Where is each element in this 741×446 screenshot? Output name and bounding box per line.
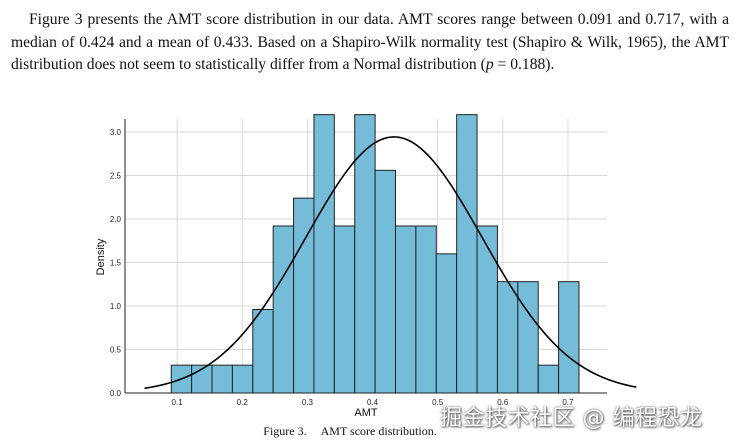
histogram-bar — [435, 253, 458, 394]
histogram-bar — [395, 225, 417, 394]
y-tick-label: 0.0 — [110, 389, 122, 398]
histogram-bar — [496, 281, 519, 394]
x-tick-label: 0.2 — [237, 398, 249, 407]
body-paragraph: Figure 3 presents the AMT score distribu… — [11, 9, 729, 77]
x-tick-label: 0.6 — [497, 398, 509, 407]
histogram-bar — [456, 114, 478, 394]
histogram-bar — [517, 281, 539, 394]
histogram-bar — [272, 225, 295, 394]
histogram-bar — [415, 225, 437, 394]
normal-curve-line — [144, 136, 637, 390]
histogram-bar — [537, 364, 560, 394]
caption-label: Figure 3. — [263, 424, 307, 438]
paragraph-text-before: Figure 3 presents the AMT score distribu… — [11, 11, 729, 73]
watermark: 掘金技术社区 @ 编程恐龙 — [440, 406, 703, 431]
histogram-bar — [231, 364, 254, 394]
caption-text: AMT score distribution. — [320, 424, 437, 438]
y-tick-label: 3.0 — [110, 128, 122, 137]
histogram-bar — [313, 114, 335, 394]
paragraph-text-after: = 0.188). — [493, 56, 555, 73]
histogram-bar — [333, 225, 356, 394]
x-tick-label: 0.3 — [302, 398, 314, 407]
figure-caption: Figure 3. AMT score distribution. — [0, 424, 700, 439]
histogram-bar — [558, 281, 580, 394]
x-tick-label: 0.4 — [367, 398, 379, 407]
histogram-bar — [476, 225, 498, 394]
x-axis-label: AMT — [354, 407, 378, 419]
tick-labels: 0.1 0.2 0.3 0.4 0.5 0.6 0.7 0.0 0.5 1.0 1.5 2.0 2.5 3… — [110, 128, 574, 407]
histogram-bars — [170, 114, 580, 394]
y-tick-label: 0.5 — [110, 346, 122, 355]
p-symbol: p — [485, 56, 494, 73]
axes — [124, 119, 607, 394]
y-tick-label: 1.0 — [110, 302, 122, 311]
x-tick-label: 0.7 — [562, 398, 574, 407]
y-tick-label: 1.5 — [110, 259, 122, 268]
y-tick-label: 2.0 — [110, 215, 122, 224]
x-tick-label: 0.5 — [432, 398, 444, 407]
histogram-bar — [252, 308, 274, 394]
histogram-bar — [374, 169, 397, 394]
normal-curve-group — [144, 136, 637, 390]
y-axis-label: Density — [95, 238, 107, 275]
y-tick-label: 2.5 — [110, 172, 122, 181]
histogram-bar — [354, 114, 376, 394]
x-tick-label: 0.1 — [172, 398, 184, 407]
histogram-bar — [211, 364, 233, 394]
